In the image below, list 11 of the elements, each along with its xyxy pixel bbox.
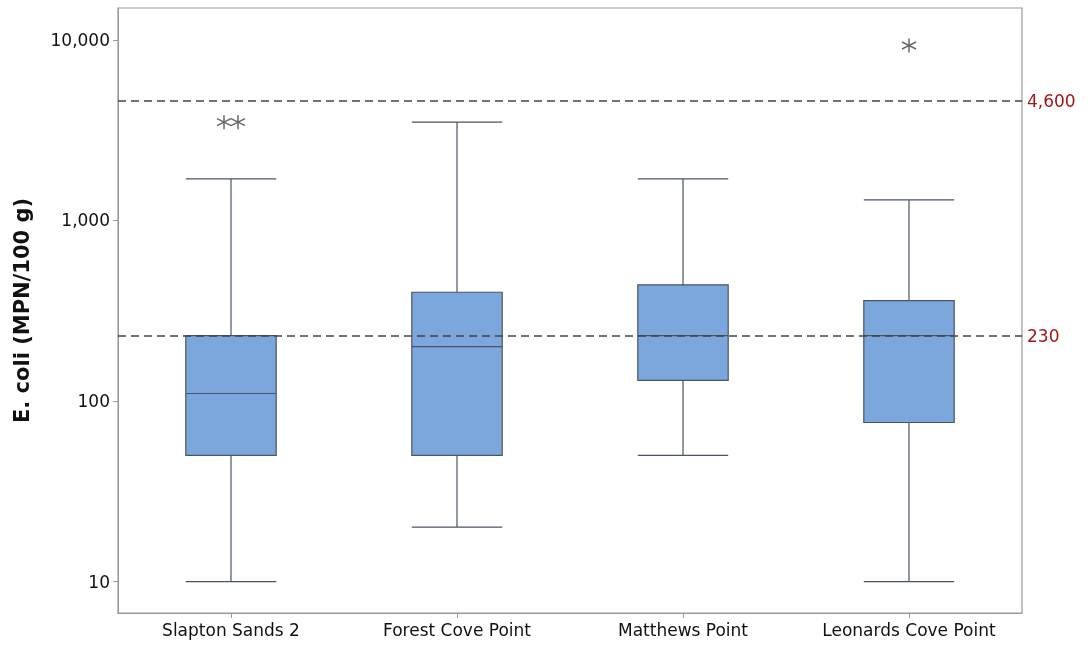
x-tick-label: Leonards Cove Point: [822, 619, 997, 640]
y-tick-label: 10: [88, 571, 110, 592]
x-tick-label: Slapton Sands 2: [162, 619, 300, 640]
y-tick-label: 1,000: [61, 210, 110, 231]
x-tick-label: Matthews Point: [617, 619, 749, 640]
y-tick-label: 10,000: [50, 29, 110, 50]
x-tick-label: Forest Cove Point: [383, 619, 532, 640]
y-axis-title: E. coli (MPN/100 g): [9, 197, 34, 424]
ref-line-label: 230: [1027, 325, 1060, 346]
ref-line-label: 4,600: [1027, 90, 1076, 111]
y-tick-label: 100: [77, 390, 110, 411]
